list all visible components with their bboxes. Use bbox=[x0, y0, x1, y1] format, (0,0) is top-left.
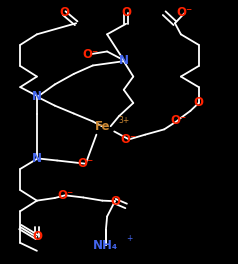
Text: O⁻: O⁻ bbox=[57, 189, 74, 202]
Text: Fe: Fe bbox=[94, 120, 110, 133]
Text: O⁻: O⁻ bbox=[170, 114, 187, 127]
Text: O: O bbox=[121, 6, 131, 19]
Text: O⁻: O⁻ bbox=[82, 48, 99, 61]
Text: O: O bbox=[59, 6, 69, 19]
Text: NH₄: NH₄ bbox=[93, 239, 119, 252]
Text: +: + bbox=[126, 234, 132, 243]
Text: O⁻: O⁻ bbox=[78, 157, 94, 170]
Text: N: N bbox=[119, 54, 129, 67]
Text: N: N bbox=[32, 152, 42, 165]
Text: O: O bbox=[32, 230, 42, 243]
Text: O⁻: O⁻ bbox=[176, 6, 193, 19]
Text: N: N bbox=[32, 90, 42, 103]
Text: O⁻: O⁻ bbox=[120, 133, 137, 147]
Text: O: O bbox=[194, 96, 204, 110]
Text: 3+: 3+ bbox=[118, 116, 129, 125]
Text: O: O bbox=[110, 195, 120, 208]
